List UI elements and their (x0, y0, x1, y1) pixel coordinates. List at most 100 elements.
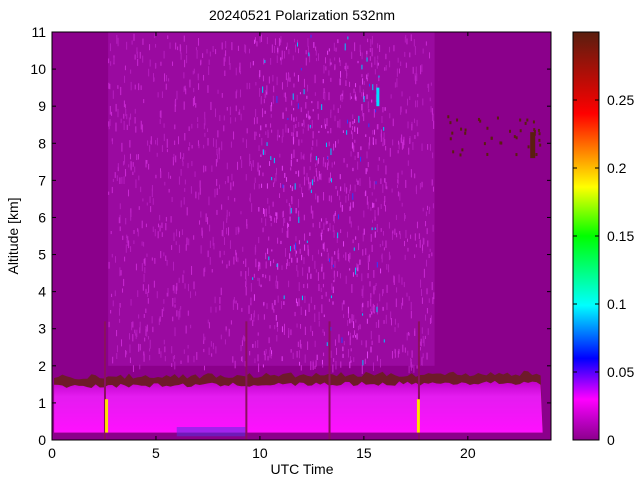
noise-speck (193, 87, 195, 93)
noise-speck (274, 299, 276, 306)
noise-speck (259, 37, 261, 43)
noise-speck (141, 124, 143, 133)
noise-speck (287, 128, 289, 133)
noise-speck (115, 122, 117, 132)
noise-speck (432, 152, 434, 159)
noise-speck (263, 149, 265, 155)
noise-speck (332, 264, 334, 268)
noise-speck (205, 213, 207, 222)
noise-speck (256, 117, 258, 124)
noise-speck (267, 198, 269, 204)
noise-speck (279, 39, 281, 46)
noise-speck (258, 278, 260, 287)
noise-speck (307, 38, 309, 47)
vertical-streak (417, 321, 420, 440)
noise-speck (298, 139, 300, 146)
noise-speck (339, 78, 341, 86)
noise-speck (201, 227, 203, 236)
noise-speck (263, 208, 265, 214)
noise-speck (361, 303, 363, 312)
noise-speck (362, 360, 364, 366)
noise-speck (250, 297, 252, 304)
noise-speck (326, 221, 328, 224)
noise-speck (330, 326, 332, 331)
noise-speck (419, 239, 421, 248)
noise-speck (337, 232, 339, 239)
noise-speck (296, 264, 298, 272)
noise-speck (281, 265, 283, 271)
noise-speck (293, 244, 295, 249)
noise-speck (300, 365, 302, 371)
noise-speck (325, 291, 327, 297)
noise-speck (370, 346, 372, 353)
noise-speck (146, 253, 148, 257)
noise-speck (133, 240, 135, 245)
noise-speck (219, 250, 221, 258)
noise-speck (309, 125, 311, 128)
noise-speck (237, 303, 239, 310)
noise-speck (111, 138, 113, 142)
noise-speck (367, 273, 369, 279)
noise-speck (284, 92, 286, 99)
noise-speck (160, 168, 162, 172)
noise-speck (214, 296, 216, 304)
noise-speck (405, 62, 407, 68)
noise-speck (370, 298, 372, 307)
noise-speck (177, 46, 179, 51)
noise-speck (372, 130, 374, 135)
noise-speck (275, 284, 277, 289)
noise-speck (178, 277, 180, 283)
noise-speck (349, 81, 351, 87)
noise-speck (266, 183, 268, 189)
noise-speck (242, 337, 244, 342)
noise-speck (305, 57, 307, 66)
noise-speck (328, 70, 330, 76)
noise-speck (252, 320, 254, 327)
noise-speck (231, 173, 233, 181)
noise-speck (334, 251, 336, 255)
noise-speck (383, 320, 385, 324)
noise-speck (293, 136, 295, 143)
noise-speck (389, 147, 391, 157)
noise-speck (392, 118, 394, 127)
noise-speck (333, 214, 335, 222)
noise-speck (128, 240, 130, 249)
noise-speck (197, 73, 199, 78)
noise-speck (123, 120, 125, 130)
noise-speck (140, 85, 142, 90)
noise-speck (175, 286, 177, 295)
noise-speck (289, 205, 291, 215)
noise-speck (197, 140, 199, 147)
noise-speck (204, 266, 206, 272)
noise-speck (328, 195, 330, 202)
noise-speck (239, 66, 241, 73)
noise-speck (204, 365, 206, 371)
noise-speck (315, 155, 317, 161)
noise-speck (275, 314, 277, 321)
noise-speck (261, 183, 263, 188)
elevated-feature-speck (533, 128, 536, 132)
noise-speck (271, 129, 273, 133)
noise-speck (382, 288, 384, 294)
noise-speck (159, 225, 161, 232)
noise-speck (130, 81, 132, 91)
noise-speck (404, 51, 406, 57)
noise-speck (380, 178, 382, 185)
noise-speck (134, 108, 136, 114)
noise-speck (208, 66, 210, 75)
noise-speck (416, 73, 418, 81)
noise-speck (323, 223, 325, 231)
noise-speck (303, 257, 305, 265)
noise-speck (399, 192, 401, 201)
noise-speck (341, 337, 343, 344)
noise-speck (337, 250, 339, 260)
noise-speck (295, 242, 297, 250)
noise-speck (125, 171, 127, 177)
noise-speck (210, 306, 212, 313)
noise-speck (429, 317, 431, 325)
noise-speck (161, 145, 163, 152)
noise-speck (131, 322, 133, 331)
noise-speck (432, 203, 434, 209)
noise-speck (385, 165, 387, 175)
noise-speck (367, 72, 369, 77)
